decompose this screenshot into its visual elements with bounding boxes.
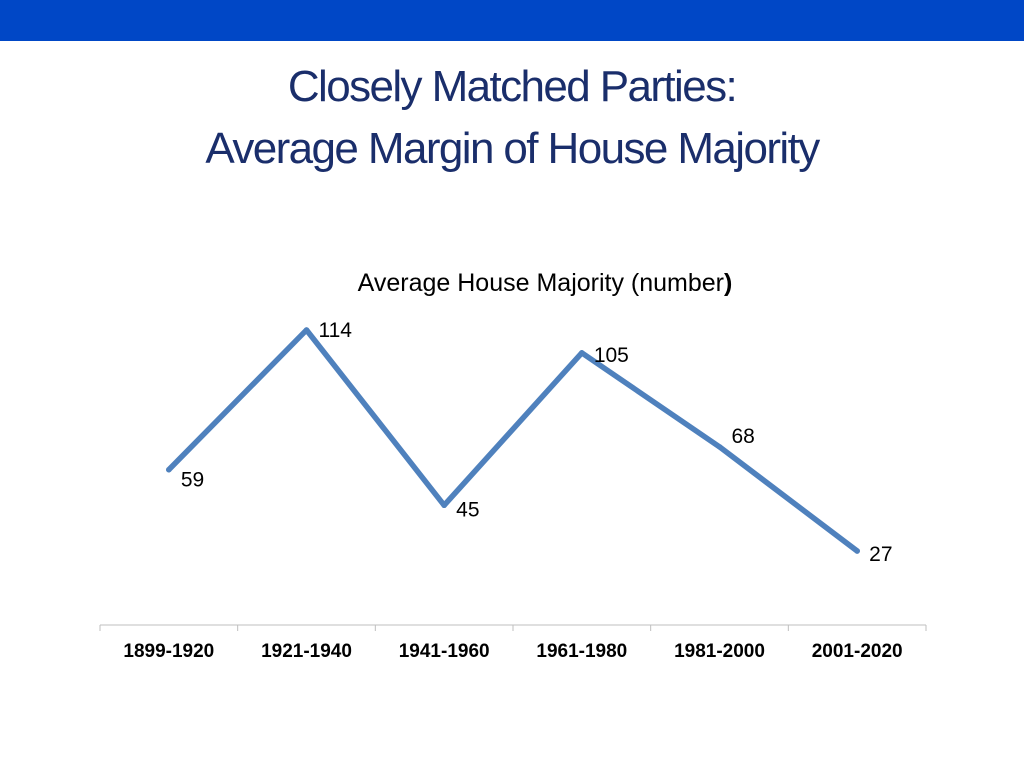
slide-title: Closely Matched Parties: Average Margin …	[0, 56, 1024, 180]
x-tick-label: 1941-1960	[399, 641, 490, 662]
x-tick-label: 1899-1920	[123, 641, 214, 662]
data-point	[854, 548, 860, 554]
data-label: 105	[594, 344, 629, 367]
top-band	[0, 0, 1024, 41]
chart-title: Average House Majority (number)	[0, 266, 1024, 300]
x-tick-label: 1921-1940	[261, 641, 352, 662]
data-label: 45	[456, 498, 479, 521]
data-label: 68	[732, 425, 755, 448]
data-label: 27	[869, 543, 892, 566]
x-tick-label: 2001-2020	[812, 641, 903, 662]
data-point	[579, 350, 585, 356]
slide-title-line-1: Closely Matched Parties:	[287, 62, 738, 111]
data-point	[441, 502, 447, 509]
data-point	[716, 444, 723, 450]
data-point	[303, 327, 310, 333]
data-label: 114	[319, 319, 353, 342]
x-tick-label: 1961-1980	[536, 641, 627, 662]
chart-title-suffix: )	[724, 269, 733, 297]
data-label: 59	[181, 469, 204, 492]
slide-title-line-2: Average Margin of House Majority	[205, 124, 820, 173]
data-point	[166, 466, 172, 473]
series-line	[166, 327, 860, 554]
x-tick-label: 1981-2000	[674, 641, 765, 662]
chart-title-text: Average House Majority (number	[357, 269, 725, 297]
